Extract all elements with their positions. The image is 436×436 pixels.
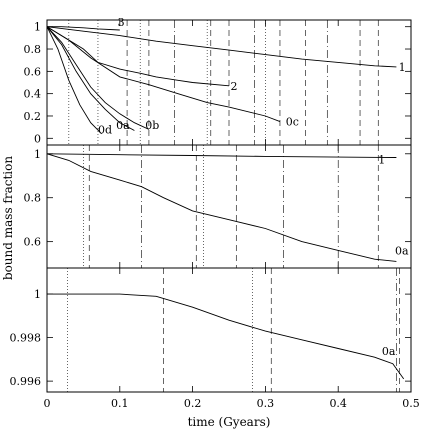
x-tick-label: 0.2 [184,397,202,410]
y-tick-label: 0.6 [24,65,42,78]
series-label-3: 3 [118,16,125,29]
x-tick-label: 0 [44,397,51,410]
series-label-0c: 0c [286,116,299,129]
x-axis-ticks: 0 0.1 0.2 0.3 0.4 0.5 [44,397,420,410]
chart-panels: 3 1 2 0c 0a 0b 0d 0 0.2 0.4 0.6 0.8 1 1 0a 0.6 0.8 1 0a 0.9… [10,16,412,393]
series-label-1: 1 [378,153,385,166]
series-line-0c [46,26,281,123]
y-tick-label: 1 [34,288,41,301]
y-tick-label: 1 [34,148,41,161]
panel-frame [46,267,412,393]
series-line-0d [46,26,102,135]
y-tick-label: 0.6 [24,236,42,249]
series-line-0a [47,293,405,380]
series-label-0a: 0a [395,244,409,257]
panel-bottom: 0a 0.996 0.998 1 [10,267,412,393]
y-tick-label: 0.4 [24,88,42,101]
series-label-2: 2 [230,80,237,93]
y-tick-label: 0.998 [10,332,42,345]
series-line-3 [47,26,120,31]
x-tick-label: 0.1 [111,397,129,410]
series-label-0b: 0b [145,119,159,132]
series-label-0d: 0d [98,123,112,136]
y-tick-label: 0 [34,132,41,145]
series-line-0b [46,26,150,130]
series-label-0a: 0a [116,119,130,132]
series-line-0a [46,26,135,131]
series-line-0a [46,153,397,262]
x-tick-label: 0.3 [257,397,275,410]
x-axis-label: time (Gyears) [188,415,271,429]
x-tick-label: 0.4 [329,397,347,410]
y-tick-label: 0.2 [24,110,42,123]
x-tick-label: 0.5 [402,397,420,410]
series-line-1 [46,26,397,68]
y-axis-label: bound mass fraction [1,156,15,280]
series-label-0a: 0a [382,345,396,358]
y-tick-label: 0.8 [24,43,42,56]
y-tick-label: 1 [34,21,41,34]
series-line-1 [46,153,397,158]
series-label-1: 1 [399,61,406,74]
y-tick-label: 0.996 [10,375,42,388]
y-tick-label: 0.8 [24,192,42,205]
panel-middle: 1 0a 0.6 0.8 1 [24,144,412,269]
series-line-2 [46,26,230,87]
